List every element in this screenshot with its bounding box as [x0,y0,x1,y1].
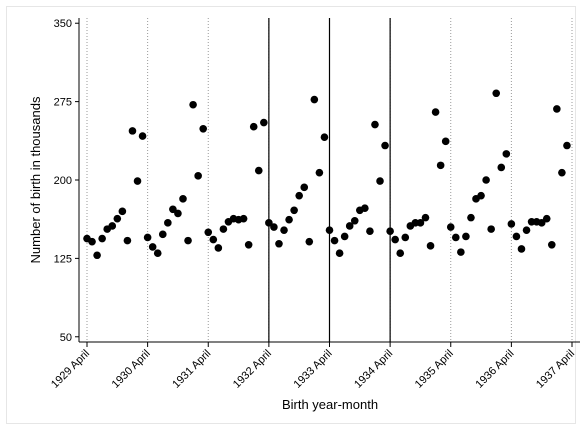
data-point [371,120,379,129]
data-point [98,234,106,243]
x-axis-title: Birth year-month [282,397,378,412]
data-point [441,137,450,146]
data-point [497,163,506,172]
data-point [199,124,207,133]
data-point [558,168,566,177]
data-point [340,232,349,241]
data-point [482,176,490,184]
data-point [436,161,445,170]
data-point [204,228,213,237]
data-point [330,236,339,245]
data-point [401,233,410,242]
data-point [280,226,288,234]
data-point [194,172,202,180]
data-point [522,226,531,234]
data-point [88,237,96,246]
y-ticks: 50 125 200 275 350 [54,18,79,344]
data-point [158,230,167,239]
data-point [260,118,268,127]
data-point [462,232,470,241]
data-point [492,89,501,98]
data-point [396,249,405,257]
data-point [118,207,127,216]
data-points [83,89,571,260]
data-point [350,216,359,225]
data-point [320,133,329,141]
data-point [391,235,399,244]
y-tick-label: 50 [60,332,72,344]
data-point [452,233,460,242]
data-point [219,225,228,233]
data-point [138,132,147,140]
data-point [310,95,319,104]
data-point [300,183,309,192]
data-point [153,249,162,257]
data-point [512,232,521,241]
data-point [386,227,394,236]
data-point [123,236,132,245]
data-point [209,235,218,244]
data-point [239,214,248,223]
y-axis-title: Number of birth in thousands [28,96,43,263]
data-point [457,248,465,256]
data-point [169,205,177,214]
data-point [143,233,152,242]
data-point [547,241,556,249]
y-tick-label: 200 [54,175,72,187]
data-point [275,239,283,248]
data-point [507,220,516,228]
data-point [108,222,117,230]
solid-vertical-lines [268,18,391,342]
data-point [164,219,172,227]
data-point [189,100,197,109]
data-point [553,105,561,113]
data-point [254,166,263,175]
data-point [477,191,485,200]
y-tick-label: 125 [54,253,72,265]
chart-outer-frame [6,6,576,424]
data-point [563,141,571,150]
data-point [184,236,192,245]
data-point [421,213,430,222]
data-point [305,237,314,246]
data-point [133,177,142,185]
y-tick-label: 350 [54,18,72,30]
data-point [270,223,278,231]
data-point [487,225,495,233]
data-point [517,245,526,253]
data-point [285,215,293,224]
data-point [335,249,344,257]
data-point [244,241,253,249]
data-point [345,222,354,230]
data-point [249,122,258,131]
data-point [542,214,551,223]
data-point [502,150,511,158]
data-point [128,127,137,135]
data-point [113,214,122,223]
data-point [315,168,324,177]
data-point [366,227,374,236]
data-point [325,226,334,234]
data-point [416,219,425,227]
data-point [214,244,223,252]
data-point [148,243,157,251]
data-point [295,191,303,200]
data-point [446,223,455,231]
data-point [361,204,369,213]
data-point [537,219,546,227]
y-tick-label: 275 [54,97,72,109]
data-point [431,108,440,116]
data-point [265,219,273,227]
data-point [381,141,389,150]
data-point [376,177,384,185]
data-point [467,213,475,222]
data-point [93,251,101,260]
data-point [174,209,182,218]
data-point [179,195,187,203]
data-point [290,206,298,215]
data-point [426,242,435,250]
